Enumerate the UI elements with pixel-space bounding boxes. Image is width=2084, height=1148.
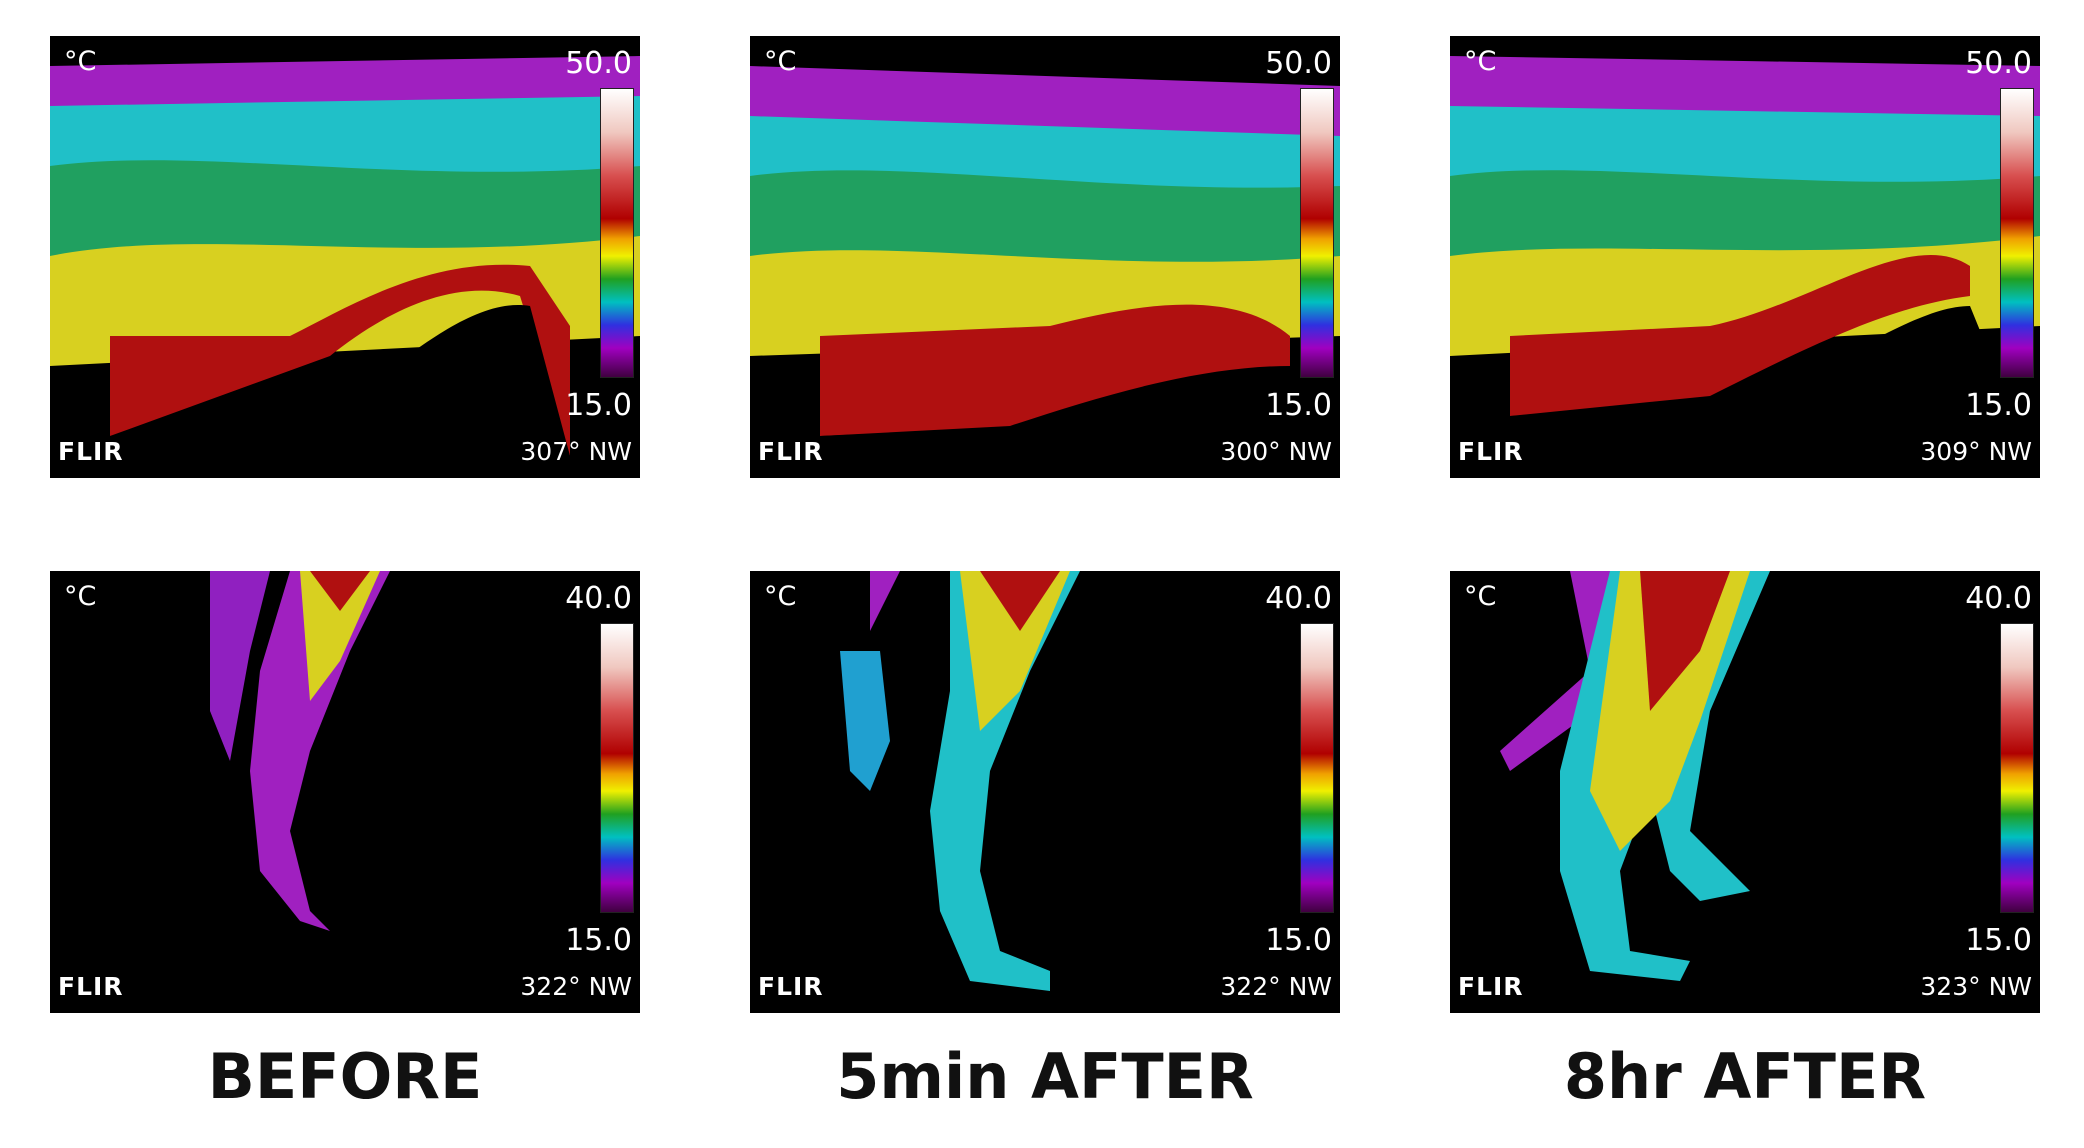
min-temp-label: 15.0: [565, 388, 632, 423]
thermal-image-body: [50, 36, 640, 478]
max-temp-label: 40.0: [1965, 581, 2032, 616]
max-temp-label: 50.0: [565, 46, 632, 81]
flir-logo: FLIR: [758, 437, 824, 466]
flir-logo: FLIR: [58, 437, 124, 466]
unit-label: °C: [64, 46, 97, 77]
color-scale-bar: [2000, 88, 2034, 378]
min-temp-label: 15.0: [565, 923, 632, 958]
thermal-panel-leg-8hr: °C 40.0 15.0 FLIR 323° NW: [1450, 571, 2040, 1013]
max-temp-label: 40.0: [1265, 581, 1332, 616]
compass-heading: 323° NW: [1920, 972, 2032, 1001]
flir-logo: FLIR: [758, 972, 824, 1001]
compass-heading: 322° NW: [520, 972, 632, 1001]
thermal-panel-body-before: °C 50.0 15.0 FLIR 307° NW: [50, 36, 640, 478]
min-temp-label: 15.0: [1965, 923, 2032, 958]
compass-heading: 322° NW: [1220, 972, 1332, 1001]
unit-label: °C: [764, 46, 797, 77]
thermal-panel-body-8hr: °C 50.0 15.0 FLIR 309° NW: [1450, 36, 2040, 478]
thermal-image-leg: [1450, 571, 2040, 1013]
unit-label: °C: [764, 581, 797, 612]
min-temp-label: 15.0: [1265, 388, 1332, 423]
compass-heading: 300° NW: [1220, 437, 1332, 466]
color-scale-bar: [600, 623, 634, 913]
color-scale-bar: [1300, 623, 1334, 913]
min-temp-label: 15.0: [1265, 923, 1332, 958]
max-temp-label: 50.0: [1965, 46, 2032, 81]
color-scale-bar: [1300, 88, 1334, 378]
compass-heading: 309° NW: [1920, 437, 2032, 466]
flir-logo: FLIR: [1458, 972, 1524, 1001]
thermal-panel-leg-5min: °C 40.0 15.0 FLIR 322° NW: [750, 571, 1340, 1013]
thermal-panel-leg-before: °C 40.0 15.0 FLIR 322° NW: [50, 571, 640, 1013]
thermal-image-leg: [750, 571, 1340, 1013]
caption-5min-after: 5min AFTER: [836, 1040, 1254, 1113]
caption-before: BEFORE: [207, 1040, 483, 1113]
color-scale-bar: [2000, 623, 2034, 913]
thermal-image-body: [1450, 36, 2040, 478]
unit-label: °C: [1464, 581, 1497, 612]
flir-logo: FLIR: [1458, 437, 1524, 466]
compass-heading: 307° NW: [520, 437, 632, 466]
min-temp-label: 15.0: [1965, 388, 2032, 423]
max-temp-label: 50.0: [1265, 46, 1332, 81]
color-scale-bar: [600, 88, 634, 378]
flir-logo: FLIR: [58, 972, 124, 1001]
thermal-image-body: [750, 36, 1340, 478]
unit-label: °C: [64, 581, 97, 612]
max-temp-label: 40.0: [565, 581, 632, 616]
thermal-panel-body-5min: °C 50.0 15.0 FLIR 300° NW: [750, 36, 1340, 478]
unit-label: °C: [1464, 46, 1497, 77]
caption-8hr-after: 8hr AFTER: [1563, 1040, 1927, 1113]
thermal-image-leg: [50, 571, 640, 1013]
